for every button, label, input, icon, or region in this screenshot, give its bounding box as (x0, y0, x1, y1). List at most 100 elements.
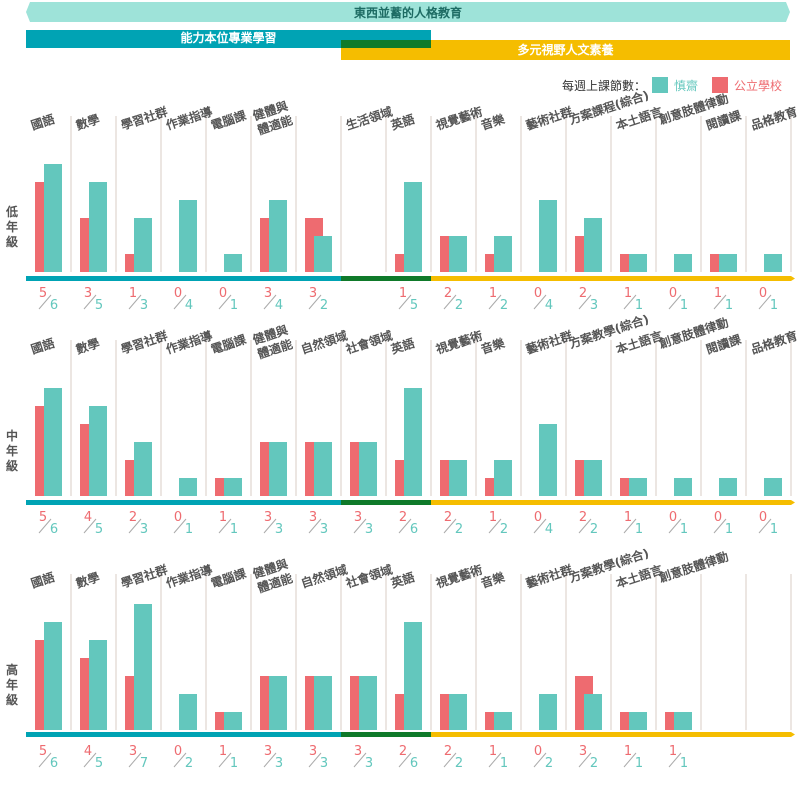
fraction-denominator: 2 (320, 298, 328, 313)
bar-shenzhai (449, 460, 467, 496)
fraction-slash (488, 518, 502, 534)
fraction-slash (398, 294, 412, 310)
fraction-denominator: 6 (50, 298, 58, 313)
fraction-slash (128, 294, 142, 310)
fraction-denominator: 1 (635, 756, 643, 771)
baseline-arrow (791, 276, 795, 281)
fraction-denominator: 4 (185, 298, 193, 313)
bar-shenzhai (719, 478, 737, 496)
fraction-slash (713, 294, 727, 310)
fraction-numerator: 3 (84, 286, 92, 301)
fraction-denominator: 5 (95, 522, 103, 537)
fraction-numerator: 5 (39, 510, 47, 525)
bar-shenzhai (314, 236, 332, 272)
baseline-segment (431, 500, 791, 505)
fraction-numerator: 1 (624, 286, 632, 301)
fraction-slash (218, 752, 232, 768)
fraction-denominator: 4 (275, 298, 283, 313)
band-ability: 能力本位專業學習 (26, 30, 431, 48)
bar-shenzhai (179, 694, 197, 730)
category-label: 英語 (389, 569, 416, 591)
fraction-slash (38, 752, 52, 768)
fraction-numerator: 3 (354, 510, 362, 525)
fraction-slash (623, 518, 637, 534)
band-overlap (341, 40, 431, 48)
fraction-numerator: 3 (309, 510, 317, 525)
fraction-numerator: 2 (399, 510, 407, 525)
bar-shenzhai (269, 676, 287, 730)
bar-shenzhai (89, 406, 107, 496)
bar-shenzhai (224, 478, 242, 496)
fraction-denominator: 1 (185, 522, 193, 537)
fraction-numerator: 1 (219, 744, 227, 759)
category-label: 數學 (74, 569, 101, 591)
legend-label-shenzhai: 慎齋 (673, 78, 698, 93)
bar-shenzhai (179, 478, 197, 496)
bar-shenzhai (449, 694, 467, 730)
fraction-numerator: 1 (129, 286, 137, 301)
fraction-slash (263, 752, 277, 768)
baseline-segment (341, 276, 431, 281)
fraction-denominator: 1 (725, 298, 733, 313)
fraction-numerator: 0 (669, 510, 677, 525)
grade-label: 中年級 (6, 428, 18, 473)
fraction-denominator: 3 (275, 522, 283, 537)
bar-shenzhai (359, 442, 377, 496)
bar-shenzhai (674, 254, 692, 272)
legend-prefix: 每週上課節數： (561, 78, 646, 93)
category-label: 國語 (29, 569, 56, 591)
fraction-denominator: 3 (590, 298, 598, 313)
fraction-numerator: 0 (174, 744, 182, 759)
fraction-slash (83, 752, 97, 768)
bar-shenzhai (539, 424, 557, 496)
fraction-denominator: 1 (635, 522, 643, 537)
legend-swatch-shenzhai (651, 77, 668, 93)
baseline-segment (431, 732, 791, 737)
fraction-slash (623, 294, 637, 310)
baseline-segment (431, 276, 791, 281)
fraction-numerator: 5 (39, 744, 47, 759)
bar-shenzhai (314, 442, 332, 496)
chart-panel-1: 低年級國語56數學35學習社群13作業指導04電腦課01健體與體適能3432生活… (5, 87, 799, 313)
fraction-slash (488, 752, 502, 768)
bar-shenzhai (584, 460, 602, 496)
fraction-slash (308, 294, 322, 310)
bar-shenzhai (629, 478, 647, 496)
fraction-numerator: 4 (84, 510, 92, 525)
legend-swatch-public (711, 77, 728, 93)
bar-shenzhai (494, 460, 512, 496)
fraction-numerator: 1 (624, 744, 632, 759)
fraction-slash (533, 294, 547, 310)
fraction-denominator: 2 (185, 756, 193, 771)
fraction-numerator: 1 (624, 510, 632, 525)
category-label: 健體與體適能 (251, 556, 295, 596)
fraction-numerator: 3 (129, 744, 137, 759)
bar-shenzhai (404, 622, 422, 730)
fraction-denominator: 5 (95, 756, 103, 771)
bar-shenzhai (584, 694, 602, 730)
fraction-numerator: 1 (714, 286, 722, 301)
bar-shenzhai (314, 676, 332, 730)
bar-shenzhai (674, 478, 692, 496)
fraction-slash (308, 752, 322, 768)
baseline-arrow (791, 732, 795, 737)
category-label: 音樂 (479, 111, 507, 133)
fraction-slash (443, 518, 457, 534)
fraction-denominator: 3 (140, 522, 148, 537)
fraction-numerator: 2 (129, 510, 137, 525)
fraction-denominator: 4 (545, 298, 553, 313)
fraction-slash (488, 294, 502, 310)
fraction-denominator: 4 (545, 522, 553, 537)
category-label: 音樂 (479, 335, 507, 357)
category-label: 音樂 (479, 569, 507, 591)
fraction-numerator: 3 (264, 744, 272, 759)
band-humanities: 多元視野人文素養 (341, 40, 790, 60)
category-label: 電腦課 (209, 331, 249, 357)
fraction-slash (128, 518, 142, 534)
bar-shenzhai (764, 254, 782, 272)
fraction-denominator: 3 (140, 298, 148, 313)
fraction-numerator: 0 (669, 286, 677, 301)
bar-shenzhai (494, 236, 512, 272)
bar-shenzhai (89, 182, 107, 272)
fraction-numerator: 1 (669, 744, 677, 759)
